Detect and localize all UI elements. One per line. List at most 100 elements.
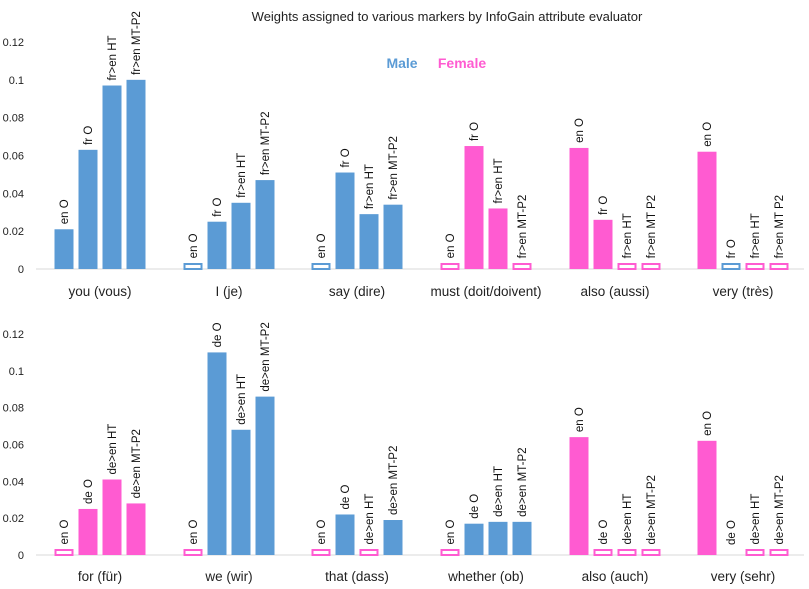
bar-label: fr>en HT [107,35,119,80]
category-label: we (wir) [204,569,252,584]
panel-german: 0 0.02 0.04 0.06 0.08 0.1 0.12 en O de O de>en HT… [3,322,804,584]
y-tick-label: 0 [18,550,24,562]
bar-label: de O [83,479,95,504]
bar-label: fr>en HT [493,158,505,203]
bar-label: de>en HT [236,374,248,425]
bar-label: en O [316,233,328,258]
bar [311,549,331,556]
category-label: for (für) [78,569,122,584]
bar-label: de O [469,494,481,519]
bar [488,521,508,555]
bar-label: fr O [598,196,610,215]
bar [78,149,98,269]
bar [207,352,227,555]
bar-label: de>en HT [622,494,634,545]
bar-label: de O [340,484,352,509]
y-tick-label: 0 [18,264,24,276]
chart-title: Weights assigned to various markers by I… [252,9,643,24]
bar [183,549,203,556]
category-label: I (je) [216,284,243,299]
category-label: very (très) [713,284,774,299]
bar [359,549,379,556]
bar [697,151,717,269]
bar [464,523,484,555]
bar-label: fr O [212,197,224,216]
category-label: whether (ob) [447,569,524,584]
bar [102,479,122,555]
bar-label: de O [726,520,738,545]
bar-label: fr>en HT [622,213,634,258]
bar [255,396,275,555]
bar [593,219,613,269]
bar-label: en O [59,519,71,544]
bar-label: fr>en MT P2 [646,195,658,258]
y-tick-label: 0.12 [3,329,24,341]
bar-label: fr O [340,148,352,167]
bar-label: fr>en HT [364,164,376,209]
bar-label: de>en HT [364,494,376,545]
bar [569,437,589,555]
bar [488,208,508,269]
category-label: very (sehr) [711,569,776,584]
y-tick-label: 0.08 [3,403,24,415]
bar-label: de>en MT-P2 [131,429,143,498]
bar [745,263,765,270]
bar-label: en O [445,519,457,544]
bar [126,503,146,555]
bar-label: fr>en MT-P2 [260,111,272,175]
bar [78,508,98,555]
bar [464,146,484,269]
bar [721,263,741,270]
bar-label: de>en MT-P2 [388,446,400,515]
bar [102,85,122,269]
bar [359,214,379,269]
bar [697,440,717,555]
bar-label: en O [188,233,200,258]
y-tick-label: 0.08 [3,113,24,125]
panel-french: 0 0.02 0.04 0.06 0.08 0.1 0.12 en O fr O fr>en HT… [3,11,804,299]
bar-label: de>en HT [750,494,762,545]
bar [231,202,251,269]
bar-label: en O [316,519,328,544]
legend-male: Male [386,55,417,71]
bar-label: en O [59,199,71,224]
y-tick-label: 0.02 [3,513,24,525]
bar-label: en O [702,411,714,436]
bar-label: en O [702,122,714,147]
bar [383,520,403,555]
bar [126,79,146,269]
bar-label: de O [212,322,224,347]
bar-label: fr O [469,122,481,141]
y-tick-label: 0.04 [3,476,24,488]
bar-label: fr>en MT-P2 [517,195,529,259]
bar [383,204,403,269]
bar [617,549,637,556]
category-label: you (vous) [68,284,131,299]
bar-label: fr O [83,126,95,145]
category-label: say (dire) [329,284,385,299]
bar-label: de>en MT-P2 [774,475,786,544]
y-tick-label: 0.1 [9,366,24,378]
bar-label: de O [598,519,610,544]
bar-label: de>en HT [493,466,505,517]
bar-label: fr>en MT-P2 [388,136,400,200]
bar [183,263,203,270]
category-label: also (auch) [582,569,649,584]
bar [231,429,251,555]
bar [641,263,661,270]
category-label: must (doit/doivent) [430,284,541,299]
bar [593,549,613,556]
bar [335,172,355,269]
y-tick-label: 0.06 [3,151,24,163]
bar-label: fr>en MT-P2 [131,11,143,75]
bar-label: de>en HT [107,424,119,475]
bar-label: en O [574,118,586,143]
bar [255,180,275,269]
bar-label: fr>en HT [750,213,762,258]
bar [440,263,460,270]
bar [207,221,227,269]
bar-label: de>en MT-P2 [517,447,529,516]
bar [335,514,355,555]
bar-label: en O [445,233,457,258]
